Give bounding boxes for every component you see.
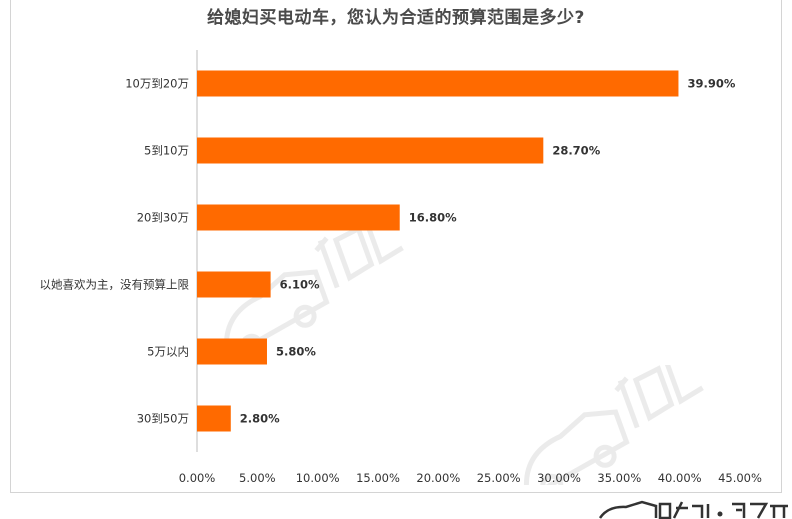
bar — [197, 405, 231, 432]
value-labels: 39.90% 28.70% 16.80% 6.10% 5.80% 2.80% — [240, 77, 736, 426]
bar — [197, 271, 271, 298]
x-axis-ticks: 0.00% 5.00% 10.00% 15.00% 20.00% 25.00% 30.00%… — [179, 471, 762, 485]
chart-frame — [10, 0, 782, 493]
category-label: 10万到20万 — [125, 77, 189, 91]
watermark-logo — [524, 365, 704, 485]
data-label: 16.80% — [409, 211, 457, 225]
x-tick-label: 40.00% — [658, 471, 702, 485]
category-label: 20到30万 — [137, 211, 189, 225]
data-label: 5.80% — [276, 345, 316, 359]
x-tick-label: 0.00% — [179, 471, 216, 485]
watermark-logo — [224, 225, 404, 345]
x-tick-label: 35.00% — [597, 471, 641, 485]
category-label: 30到50万 — [137, 412, 189, 426]
chart-title: 给媳妇买电动车，您认为合适的预算范围是多少? — [207, 8, 585, 28]
x-tick-label: 5.00% — [239, 471, 276, 485]
bar — [197, 70, 679, 97]
x-tick-label: 10.00% — [296, 471, 340, 485]
category-label: 5到10万 — [144, 144, 189, 158]
category-label: 5万以内 — [147, 345, 189, 359]
data-label: 2.80% — [240, 412, 280, 426]
x-tick-label: 15.00% — [356, 471, 400, 485]
bar — [197, 204, 400, 231]
x-tick-label: 45.00% — [718, 471, 762, 485]
bar — [197, 338, 267, 365]
bars — [197, 70, 679, 432]
x-tick-label: 30.00% — [537, 471, 581, 485]
bar — [197, 137, 544, 164]
category-label: 以她喜欢为主，没有预算上限 — [40, 278, 190, 292]
data-label: 28.70% — [552, 144, 600, 158]
data-label: 39.90% — [687, 77, 735, 91]
x-tick-label: 20.00% — [416, 471, 460, 485]
data-label: 6.10% — [280, 278, 320, 292]
footer-logo — [598, 500, 788, 519]
x-tick-label: 25.00% — [477, 471, 521, 485]
